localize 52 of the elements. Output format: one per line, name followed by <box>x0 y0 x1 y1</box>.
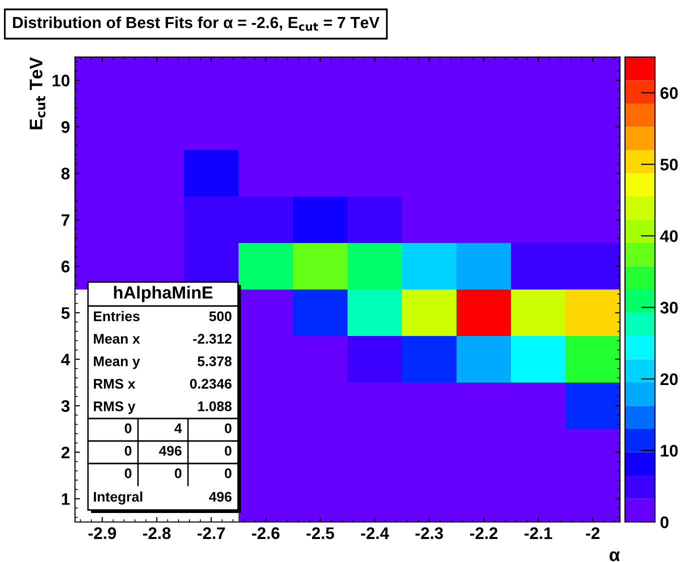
y-tick-label: 4 <box>61 354 70 366</box>
annotation: RMS x <box>94 378 136 389</box>
y-tick-label: 5 <box>61 307 70 319</box>
x-tick-label: -2 <box>586 527 600 539</box>
x-tick-label: -2.6 <box>252 527 280 540</box>
annotation: -2.312 <box>193 334 232 344</box>
color-bar-label: 40 <box>660 230 678 242</box>
x-tick-label: -2.4 <box>361 527 390 539</box>
color-bar-label: 60 <box>660 87 678 99</box>
annotation: 496 <box>159 446 182 456</box>
x-tick-label: -2.9 <box>88 527 116 540</box>
annotation: Mean y <box>94 356 140 369</box>
chart-title: Distribution of Best Fits for α = -2.6, E$_{cut}$ = 7 TeV <box>13 16 380 31</box>
annotation: Entries <box>94 311 140 322</box>
annotation: Integral <box>94 491 142 505</box>
color-bar-label: 20 <box>660 373 678 386</box>
annotation: 0 <box>124 423 132 434</box>
annotation: 496 <box>209 492 232 502</box>
x-axis-title: α <box>610 551 620 562</box>
annotation: 0 <box>224 423 232 434</box>
y-tick-label: 1 <box>62 493 70 505</box>
y-tick-label: 3 <box>61 400 70 412</box>
annotation: 0 <box>224 446 232 456</box>
annotation: 4 <box>174 424 182 434</box>
y-tick-label: 7 <box>62 214 70 226</box>
annotation: 500 <box>209 311 232 322</box>
y-tick-label: 2 <box>61 446 70 458</box>
x-tick-label: -2.3 <box>416 527 444 540</box>
annotation: 0 <box>124 468 132 478</box>
y-axis-title: E$_{cut}$ TeV <box>30 57 46 130</box>
annotation: hAlphaMinE <box>114 286 212 302</box>
x-tick-label: -2.5 <box>306 527 334 540</box>
color-bar-label: 50 <box>660 158 678 171</box>
annotation: 0 <box>124 446 132 456</box>
color-bar-label: 0 <box>660 516 668 528</box>
x-tick-label: -2.8 <box>143 527 171 540</box>
y-tick-label: 6 <box>61 260 70 272</box>
y-tick-label: 8 <box>61 168 70 180</box>
color-bar-label: 10 <box>660 444 678 457</box>
y-tick-label: 10 <box>52 74 70 86</box>
annotation: 0.2346 <box>190 378 232 389</box>
x-tick-label: -2.2 <box>470 527 498 539</box>
annotation: 0 <box>224 468 232 478</box>
annotation: 5.378 <box>198 356 232 366</box>
annotation: Mean x <box>94 334 140 344</box>
y-tick-label: 9 <box>61 121 70 133</box>
annotation: RMS y <box>94 401 136 414</box>
annotation: 0 <box>174 468 182 478</box>
annotation: 1.088 <box>198 401 232 412</box>
color-bar-label: 30 <box>660 302 678 314</box>
x-tick-label: -2.7 <box>198 527 225 539</box>
x-tick-label: -2.1 <box>524 527 552 539</box>
